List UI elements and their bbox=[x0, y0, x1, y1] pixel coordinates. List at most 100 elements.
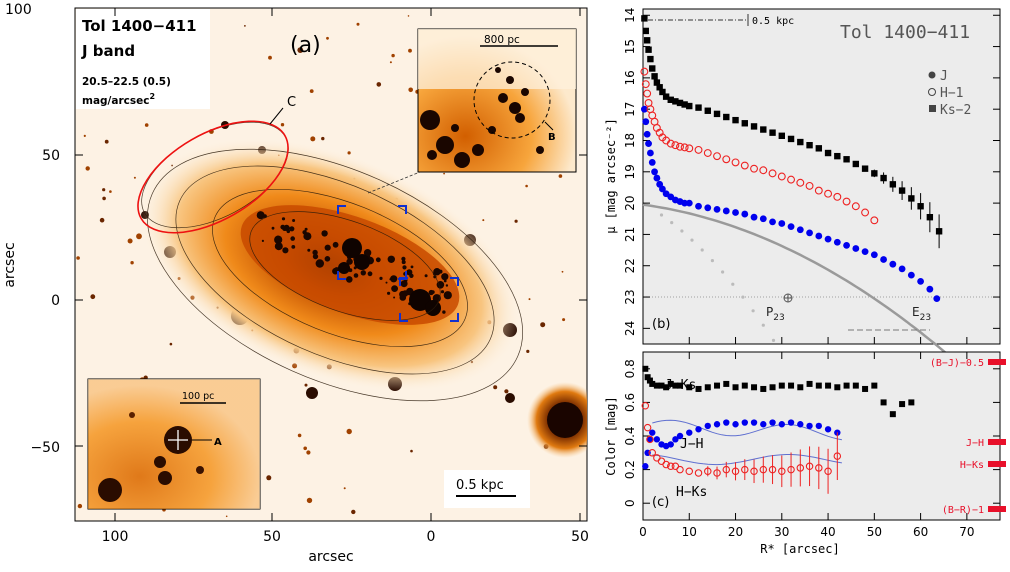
xtick-label: 10 bbox=[682, 525, 697, 539]
data-point bbox=[933, 295, 941, 303]
data-point bbox=[760, 126, 767, 133]
legend-ks: Ks−2 bbox=[940, 103, 971, 118]
xtick-label: 30 bbox=[774, 525, 789, 539]
scalebar-label: 0.5 kpc bbox=[456, 478, 504, 493]
data-point bbox=[667, 96, 674, 103]
data-point bbox=[778, 421, 785, 428]
data-point bbox=[787, 419, 795, 426]
right-color-labels: (B−J)−0.5 J−H H−Ks (B−R)−1 bbox=[930, 358, 1006, 516]
data-point bbox=[647, 149, 654, 157]
data-point bbox=[796, 178, 805, 187]
data-point bbox=[653, 79, 661, 86]
ytick-label: 17 bbox=[623, 102, 637, 117]
data-point bbox=[642, 365, 649, 372]
data-point bbox=[653, 436, 661, 443]
ytick-label: 24 bbox=[623, 321, 637, 336]
data-point bbox=[797, 421, 804, 428]
data-point bbox=[787, 223, 795, 230]
knot bbox=[391, 285, 398, 292]
cluster bbox=[509, 102, 521, 114]
data-point bbox=[824, 235, 832, 243]
data-point bbox=[787, 465, 795, 474]
data-point bbox=[649, 65, 656, 72]
panel-b-chart: 14 15 16 17 18 19 20 21 22 23 24 0.5 kpc Tol 1400−… bbox=[604, 8, 1001, 513]
data-point bbox=[750, 467, 758, 476]
star-forming-knots bbox=[256, 211, 452, 316]
isophote-contours bbox=[141, 121, 523, 402]
background-star bbox=[76, 256, 80, 260]
data-point bbox=[677, 382, 684, 389]
knot bbox=[283, 224, 290, 231]
knot bbox=[346, 258, 353, 265]
data-point bbox=[704, 384, 711, 391]
data-point bbox=[686, 102, 693, 110]
data-point bbox=[833, 192, 842, 201]
background-star bbox=[297, 433, 302, 438]
data-point bbox=[750, 419, 758, 426]
data-point bbox=[642, 27, 649, 35]
xtick-label: 60 bbox=[913, 525, 928, 539]
data-point bbox=[731, 158, 740, 167]
data-point bbox=[646, 436, 654, 443]
data-point bbox=[663, 384, 670, 391]
jks-label: J−Ks bbox=[665, 378, 696, 393]
data-point bbox=[815, 464, 823, 472]
knot bbox=[302, 230, 307, 235]
data-point bbox=[659, 88, 666, 96]
ytick-label: 23 bbox=[623, 289, 637, 304]
background-star bbox=[326, 36, 329, 40]
star bbox=[306, 387, 318, 399]
background-star bbox=[343, 487, 346, 490]
ytick-label: 14 bbox=[623, 8, 637, 23]
background-star bbox=[504, 389, 509, 394]
residual-point bbox=[761, 323, 765, 327]
ytick-label: 19 bbox=[623, 164, 637, 179]
residual-point bbox=[751, 309, 755, 313]
data-point bbox=[704, 422, 711, 430]
region-c-ellipse bbox=[137, 120, 289, 234]
background-star bbox=[561, 270, 564, 273]
data-point bbox=[695, 104, 702, 111]
cluster bbox=[515, 113, 525, 123]
data-point bbox=[778, 467, 786, 476]
background-star bbox=[356, 22, 360, 26]
panel-b-title: Tol 1400−411 bbox=[840, 22, 970, 43]
data-point bbox=[750, 164, 758, 173]
data-point bbox=[643, 37, 651, 44]
knot bbox=[291, 245, 296, 249]
data-point bbox=[870, 251, 878, 259]
knot bbox=[428, 289, 434, 296]
data-point bbox=[741, 419, 748, 426]
residual-point bbox=[690, 238, 694, 242]
data-point bbox=[722, 207, 730, 215]
legend: J H−1 Ks−2 bbox=[928, 69, 971, 118]
kpc-annotation: 0.5 kpc bbox=[752, 16, 794, 27]
data-point bbox=[685, 199, 693, 207]
series-0 bbox=[640, 105, 941, 303]
knot bbox=[282, 247, 289, 254]
data-point bbox=[751, 384, 758, 391]
ytick-label: −50 bbox=[30, 440, 60, 456]
series-0 bbox=[642, 365, 915, 418]
knot bbox=[315, 259, 324, 268]
data-point bbox=[806, 229, 813, 237]
data-point bbox=[641, 15, 648, 22]
ytick-label: 22 bbox=[623, 258, 637, 273]
residual-point bbox=[771, 338, 776, 342]
background-star bbox=[280, 123, 285, 127]
knot bbox=[442, 310, 446, 314]
data-point bbox=[694, 469, 703, 477]
data-point bbox=[843, 156, 850, 163]
data-point bbox=[889, 411, 896, 418]
knot bbox=[443, 291, 452, 300]
band-label: J band bbox=[81, 42, 135, 60]
background-star bbox=[77, 503, 83, 509]
e23-label: E23 bbox=[912, 305, 931, 323]
knot bbox=[406, 269, 413, 276]
knot bbox=[433, 268, 441, 276]
knot bbox=[425, 300, 441, 316]
panel-a-image: C Tol 1400−411 J band 20.5–22.5 (0.5) ma… bbox=[74, 7, 588, 522]
background-star bbox=[540, 322, 546, 328]
data-point bbox=[676, 465, 684, 474]
